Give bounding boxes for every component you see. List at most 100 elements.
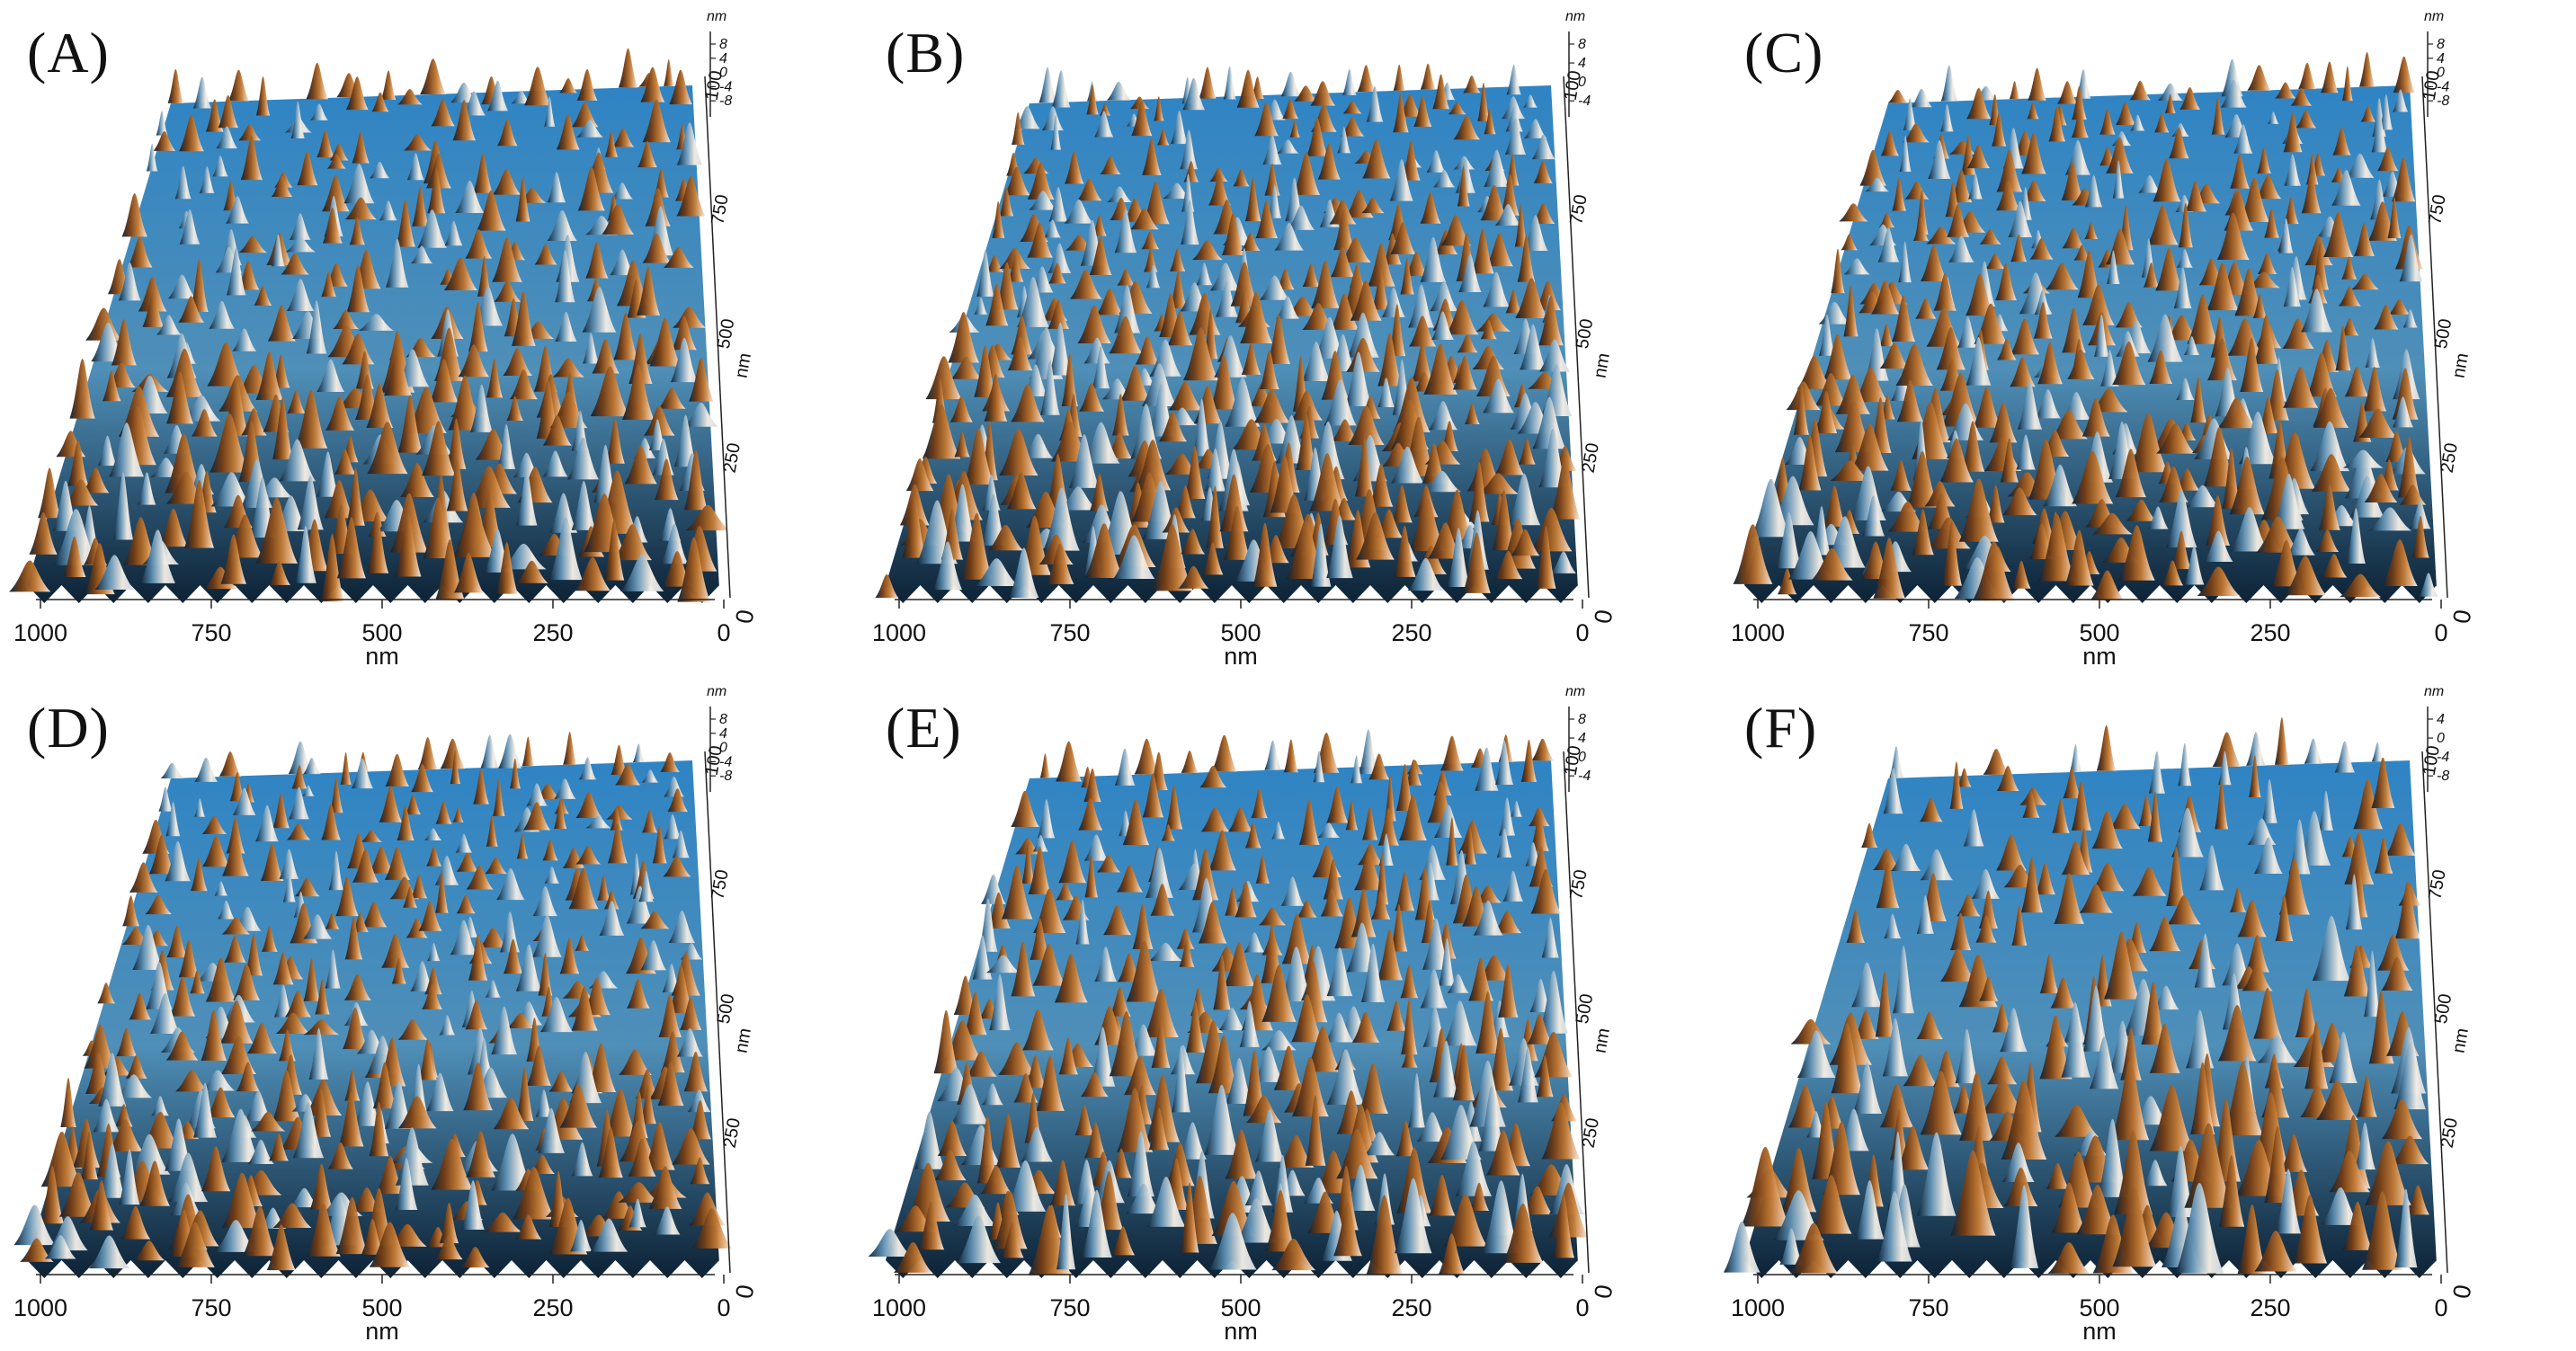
x-unit-label: nm xyxy=(2082,1318,2117,1345)
z-tick-label: -8 xyxy=(719,769,732,784)
z-unit-label: nm xyxy=(2424,684,2444,699)
x-tick-label: 250 xyxy=(532,1294,573,1321)
x-tick-label: 0 xyxy=(717,1294,730,1321)
origin-tick-label: 0 xyxy=(730,1283,759,1301)
z-tick-label: -8 xyxy=(2437,93,2449,109)
y-tick-label: 500 xyxy=(714,317,738,351)
surface-peaks xyxy=(1733,51,2438,601)
y-tick-label: 500 xyxy=(2431,317,2456,351)
z-tick-label: 8 xyxy=(719,712,727,727)
x-unit-label: nm xyxy=(1224,1318,1258,1345)
x-unit-label: nm xyxy=(365,1318,399,1345)
y-tick-label: 750 xyxy=(2425,868,2449,902)
afm-panel-e: 1000 750 500 250 0 nm 250 500 750 100 nm 0 nm 8 4 0 -4 (… xyxy=(859,675,1717,1350)
z-tick-label: 4 xyxy=(2437,51,2445,67)
z-tick-label: 4 xyxy=(719,51,727,67)
z-tick-label: -4 xyxy=(1578,769,1591,784)
x-unit-label: nm xyxy=(1224,643,1258,670)
z-tick-label: 0 xyxy=(1578,750,1586,765)
x-tick-label: 500 xyxy=(361,1294,402,1321)
z-tick-label: 0 xyxy=(2437,66,2445,81)
z-tick-label: 0 xyxy=(1578,75,1586,90)
y-tick-label: 500 xyxy=(1573,317,1597,351)
z-tick-label: 4 xyxy=(2437,712,2445,727)
panel-label-f: (F) xyxy=(1744,696,1818,760)
z-tick-label: -4 xyxy=(1578,93,1591,109)
surface-peaks xyxy=(868,729,1589,1275)
y-unit-label: nm xyxy=(1590,1027,1613,1054)
y-tick-label: 250 xyxy=(2438,1116,2462,1150)
z-unit-label: nm xyxy=(2424,9,2444,24)
z-tick-label: -4 xyxy=(719,79,732,94)
panel-label-e: (E) xyxy=(886,696,962,760)
z-tick-label: -8 xyxy=(2437,769,2449,784)
z-tick-label: 8 xyxy=(2437,37,2445,52)
x-tick-label: 500 xyxy=(2079,619,2119,646)
origin-tick-label: 0 xyxy=(1589,608,1618,626)
x-tick-label: 0 xyxy=(1575,1294,1589,1321)
x-tick-label: 1000 xyxy=(13,619,67,646)
z-unit-label: nm xyxy=(1565,9,1585,24)
y-tick-label: 750 xyxy=(1566,868,1591,902)
z-tick-label: 8 xyxy=(1578,712,1586,727)
x-tick-label: 1000 xyxy=(872,1294,926,1321)
x-tick-label: 500 xyxy=(1220,1294,1261,1321)
x-tick-label: 750 xyxy=(1908,619,1948,646)
y-tick-label: 500 xyxy=(1573,992,1597,1026)
x-tick-label: 500 xyxy=(361,619,402,646)
x-tick-label: 250 xyxy=(1391,1294,1431,1321)
x-tick-label: 750 xyxy=(1049,619,1090,646)
x-tick-label: 250 xyxy=(1391,619,1431,646)
y-tick-label: 250 xyxy=(720,441,744,475)
x-tick-label: 250 xyxy=(2250,619,2290,646)
x-tick-label: 0 xyxy=(2434,619,2447,646)
afm-panel-a: 1000 750 500 250 0 nm 250 500 750 100 nm 0 nm 8 4 0 -4 -8… xyxy=(0,0,859,675)
origin-tick-label: 0 xyxy=(2447,608,2476,626)
afm-panel-c: 1000 750 500 250 0 nm 250 500 750 100 nm 0 nm 8 4 0 -4 -8… xyxy=(1717,0,2576,675)
surface-peaks xyxy=(875,63,1581,599)
panel-label-b: (B) xyxy=(886,21,966,84)
y-tick-label: 500 xyxy=(2431,992,2456,1026)
x-tick-label: 0 xyxy=(1575,619,1589,646)
y-unit-label: nm xyxy=(731,1027,754,1054)
origin-tick-label: 0 xyxy=(2447,1283,2476,1301)
z-tick-label: 4 xyxy=(719,726,727,742)
z-tick-label: 4 xyxy=(1578,731,1586,746)
x-tick-label: 500 xyxy=(2079,1294,2119,1321)
surface-peaks xyxy=(9,48,730,602)
x-tick-label: 750 xyxy=(1908,1294,1948,1321)
z-unit-label: nm xyxy=(707,684,726,699)
x-tick-label: 250 xyxy=(2250,1294,2290,1321)
x-tick-label: 0 xyxy=(717,619,730,646)
panel-label-c: (C) xyxy=(1744,21,1824,84)
panel-label-a: (A) xyxy=(27,21,110,84)
afm-panel-d: 1000 750 500 250 0 nm 250 500 750 100 nm 0 nm 8 4 0 -4 -8… xyxy=(0,675,859,1350)
surface-peaks xyxy=(1723,716,2429,1275)
z-tick-label: 8 xyxy=(719,37,727,52)
z-tick-label: -4 xyxy=(2437,79,2449,94)
z-tick-label: 0 xyxy=(719,741,727,756)
origin-tick-label: 0 xyxy=(1589,1283,1618,1301)
y-unit-label: nm xyxy=(731,351,754,379)
z-unit-label: nm xyxy=(707,9,726,24)
y-tick-label: 750 xyxy=(2425,193,2449,227)
x-tick-label: 750 xyxy=(191,1294,231,1321)
z-unit-label: nm xyxy=(1565,684,1585,699)
x-tick-label: 1000 xyxy=(13,1294,67,1321)
origin-tick-label: 0 xyxy=(730,608,759,626)
y-unit-label: nm xyxy=(2448,1027,2472,1054)
z-tick-label: 8 xyxy=(1578,37,1586,52)
z-tick-label: -4 xyxy=(2437,750,2449,765)
surface-peaks xyxy=(13,732,732,1271)
panel-label-d: (D) xyxy=(27,696,110,760)
z-tick-label: 0 xyxy=(2437,731,2445,746)
y-tick-label: 500 xyxy=(714,992,738,1026)
y-tick-label: 250 xyxy=(1579,1116,1603,1150)
x-tick-label: 250 xyxy=(532,619,573,646)
x-unit-label: nm xyxy=(2082,643,2117,670)
z-tick-label: -8 xyxy=(719,93,732,109)
